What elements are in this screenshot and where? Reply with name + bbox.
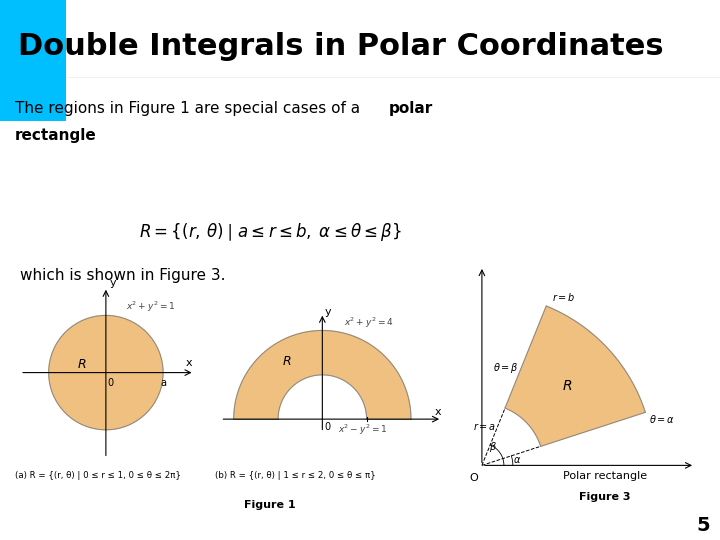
Text: $\theta=\alpha$: $\theta=\alpha$ — [649, 413, 675, 424]
Text: O: O — [469, 472, 478, 483]
Text: $x^2+y^2=1$: $x^2+y^2=1$ — [126, 299, 175, 314]
Text: $x^2-y^2=1$: $x^2-y^2=1$ — [338, 423, 387, 437]
Text: Double Integrals in Polar Coordinates: Double Integrals in Polar Coordinates — [18, 32, 664, 61]
Text: $x^2+y^2=4$: $x^2+y^2=4$ — [344, 316, 394, 330]
Text: Polar rectangle: Polar rectangle — [563, 471, 647, 482]
Text: polar: polar — [390, 102, 433, 116]
Text: x: x — [434, 407, 441, 417]
Text: $R = \{(r,\,\theta)\mid a \leq r \leq b,\;\alpha \leq \theta \leq \beta\}$: $R = \{(r,\,\theta)\mid a \leq r \leq b,… — [138, 221, 402, 243]
Text: The regions in Figure 1 are special cases of a: The regions in Figure 1 are special case… — [14, 102, 365, 116]
Text: y: y — [109, 278, 116, 288]
Text: Figure 1: Figure 1 — [244, 500, 296, 510]
Text: a: a — [160, 378, 166, 388]
Text: x: x — [186, 357, 192, 368]
Text: $\alpha$: $\alpha$ — [513, 455, 521, 465]
Text: $r=a$: $r=a$ — [473, 421, 496, 433]
Text: 0: 0 — [325, 422, 330, 432]
Text: y: y — [324, 307, 331, 317]
Text: R: R — [282, 355, 291, 368]
Text: 5: 5 — [696, 516, 710, 535]
Polygon shape — [505, 306, 645, 446]
Text: R: R — [78, 357, 86, 370]
Text: R: R — [562, 379, 572, 393]
FancyBboxPatch shape — [0, 0, 66, 122]
Text: which is shown in Figure 3.: which is shown in Figure 3. — [20, 268, 225, 283]
Polygon shape — [234, 330, 411, 419]
Text: $\theta=\beta$: $\theta=\beta$ — [493, 361, 519, 375]
Circle shape — [49, 315, 163, 430]
Text: 0: 0 — [107, 378, 114, 388]
Text: $r=b$: $r=b$ — [552, 291, 575, 302]
Text: $\beta$: $\beta$ — [489, 440, 497, 454]
Text: (a) R = {(r, θ) | 0 ≤ r ≤ 1, 0 ≤ θ ≤ 2π}: (a) R = {(r, θ) | 0 ≤ r ≤ 1, 0 ≤ θ ≤ 2π} — [15, 471, 181, 481]
Text: (b) R = {(r, θ) | 1 ≤ r ≤ 2, 0 ≤ θ ≤ π}: (b) R = {(r, θ) | 1 ≤ r ≤ 2, 0 ≤ θ ≤ π} — [215, 471, 376, 481]
Text: rectangle: rectangle — [14, 128, 96, 143]
Text: Figure 3: Figure 3 — [580, 491, 631, 502]
